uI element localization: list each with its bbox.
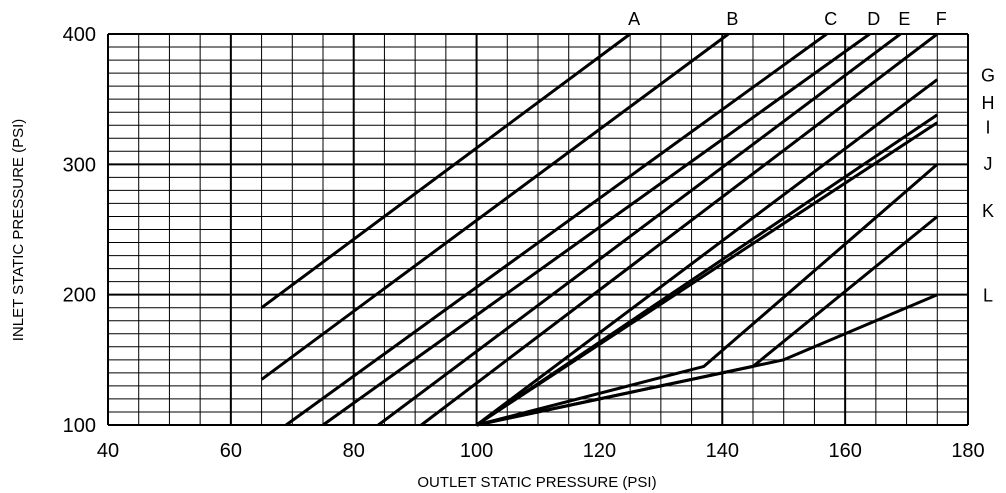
x-tick-label: 60 [220, 440, 242, 462]
series-label-k: K [982, 201, 994, 221]
x-tick-label: 40 [97, 440, 119, 462]
grid [107, 33, 969, 426]
series-label-g: G [981, 65, 995, 85]
series-label-a: A [628, 9, 640, 29]
series-label-c: C [824, 9, 837, 29]
x-tick-label: 80 [343, 440, 365, 462]
series-line-l [476, 293, 938, 427]
series-line-g [475, 78, 939, 427]
series-line-b [260, 32, 730, 381]
series-label-b: B [726, 9, 738, 29]
series-label-i: I [985, 118, 990, 138]
series-line-f [420, 32, 939, 427]
x-tick-label: 180 [951, 440, 984, 462]
series-label-j: J [984, 154, 993, 174]
series-label-h: H [982, 93, 995, 113]
y-tick-label: 400 [63, 24, 96, 46]
series-label-f: F [936, 9, 947, 29]
series-line-d [322, 32, 871, 427]
x-tick-label: 140 [706, 440, 739, 462]
x-tick-labels: 40 60 80 100 120 140 160 180 [97, 440, 985, 462]
y-tick-label: 100 [63, 415, 96, 437]
y-axis-title: INLET STATIC PRESSURE (PSI) [10, 119, 27, 342]
x-tick-label: 120 [583, 440, 616, 462]
series-line-a [260, 32, 631, 309]
series-label-l: L [983, 286, 993, 306]
x-axis-title: OUTLET STATIC PRESSURE (PSI) [417, 474, 656, 491]
series-lines [260, 32, 939, 427]
series-line-j [476, 163, 939, 427]
series-label-e: E [898, 9, 910, 29]
series-line-c [285, 32, 828, 427]
series-label-d: D [867, 9, 880, 29]
series-line-i [475, 121, 939, 427]
y-tick-label: 300 [63, 154, 96, 176]
x-tick-label: 160 [828, 440, 861, 462]
y-tick-labels: 100 200 300 400 [63, 24, 96, 437]
series-line-e [377, 32, 902, 427]
y-tick-label: 200 [63, 285, 96, 307]
x-tick-label: 100 [460, 440, 493, 462]
